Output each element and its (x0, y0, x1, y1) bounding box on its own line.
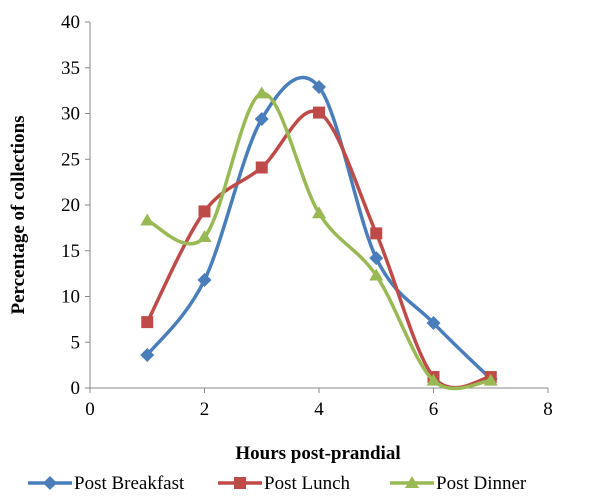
y-tick-label: 35 (61, 58, 80, 79)
data-point-square (234, 477, 246, 489)
x-tick-labels: 0 2 4 6 8 (85, 388, 553, 420)
data-point-triangle (426, 373, 441, 386)
legend: Post Breakfast Post Lunch Post Dinner (28, 473, 527, 494)
data-point-square (141, 316, 154, 329)
data-point-diamond (254, 111, 269, 126)
x-axis-title: Hours post-prandial (235, 443, 400, 464)
data-point-diamond (312, 79, 326, 94)
data-point-triangle (312, 206, 326, 219)
data-point-square (255, 161, 268, 174)
legend-item: Post Breakfast (28, 473, 185, 494)
data-point-diamond (369, 251, 384, 266)
y-tick-label: 0 (71, 378, 81, 399)
y-tick-label: 5 (71, 332, 81, 353)
legend-item: Post Lunch (218, 473, 351, 494)
y-tick-label: 15 (61, 241, 80, 262)
y-tick-label: 30 (61, 104, 80, 125)
x-tick-label: 4 (314, 399, 324, 420)
y-tick-label: 20 (61, 195, 80, 216)
x-tick-label: 8 (543, 399, 553, 420)
data-point-diamond (43, 476, 57, 490)
data-point-diamond (426, 316, 441, 331)
series-line (145, 75, 492, 381)
legend-label: Post Dinner (436, 473, 527, 494)
data-point-triangle (369, 268, 384, 281)
y-tick-label: 40 (61, 12, 80, 33)
series-line (145, 109, 492, 390)
data-point-square (198, 205, 211, 218)
x-tick-label: 0 (85, 399, 95, 420)
data-point-diamond (197, 273, 212, 288)
y-tick-label: 25 (61, 149, 80, 170)
series-2 (141, 106, 497, 390)
data-point-triangle (405, 476, 419, 488)
data-point-triangle (483, 373, 498, 386)
x-tick-label: 6 (429, 399, 439, 420)
y-tick-labels: 0 5 10 15 20 25 30 35 40 (61, 12, 90, 399)
series-1 (140, 75, 498, 386)
data-point-triangle (197, 230, 212, 243)
data-point-square (313, 106, 325, 119)
legend-label: Post Breakfast (74, 473, 185, 494)
data-point-diamond (140, 348, 155, 363)
axes (89, 22, 548, 389)
legend-label: Post Lunch (264, 473, 351, 494)
y-tick-label: 10 (61, 287, 80, 308)
data-point-triangle (254, 86, 269, 99)
y-axis-title: Percentage of collections (8, 115, 29, 314)
x-tick-label: 2 (200, 399, 210, 420)
data-point-triangle (140, 213, 155, 226)
data-point-square (370, 227, 383, 240)
series-layer (140, 75, 498, 391)
legend-item: Post Dinner (390, 473, 527, 494)
series-3 (140, 86, 498, 391)
